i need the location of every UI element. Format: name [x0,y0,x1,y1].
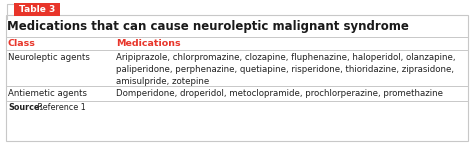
Text: Class: Class [8,39,36,48]
Text: Medications that can cause neuroleptic malignant syndrome: Medications that can cause neuroleptic m… [7,20,409,33]
Text: Antiemetic agents: Antiemetic agents [8,89,87,98]
Text: Aripiprazole, chlorpromazine, clozapine, fluphenazine, haloperidol, olanzapine,
: Aripiprazole, chlorpromazine, clozapine,… [116,53,456,86]
Text: Table 3: Table 3 [19,5,55,14]
Text: Domperidone, droperidol, metoclopramide, prochlorperazine, promethazine: Domperidone, droperidol, metoclopramide,… [116,89,443,98]
FancyBboxPatch shape [14,3,60,16]
Text: Reference 1: Reference 1 [35,103,86,112]
Text: Medications: Medications [116,39,181,48]
Text: Source:: Source: [8,103,43,112]
Text: Neuroleptic agents: Neuroleptic agents [8,53,90,62]
